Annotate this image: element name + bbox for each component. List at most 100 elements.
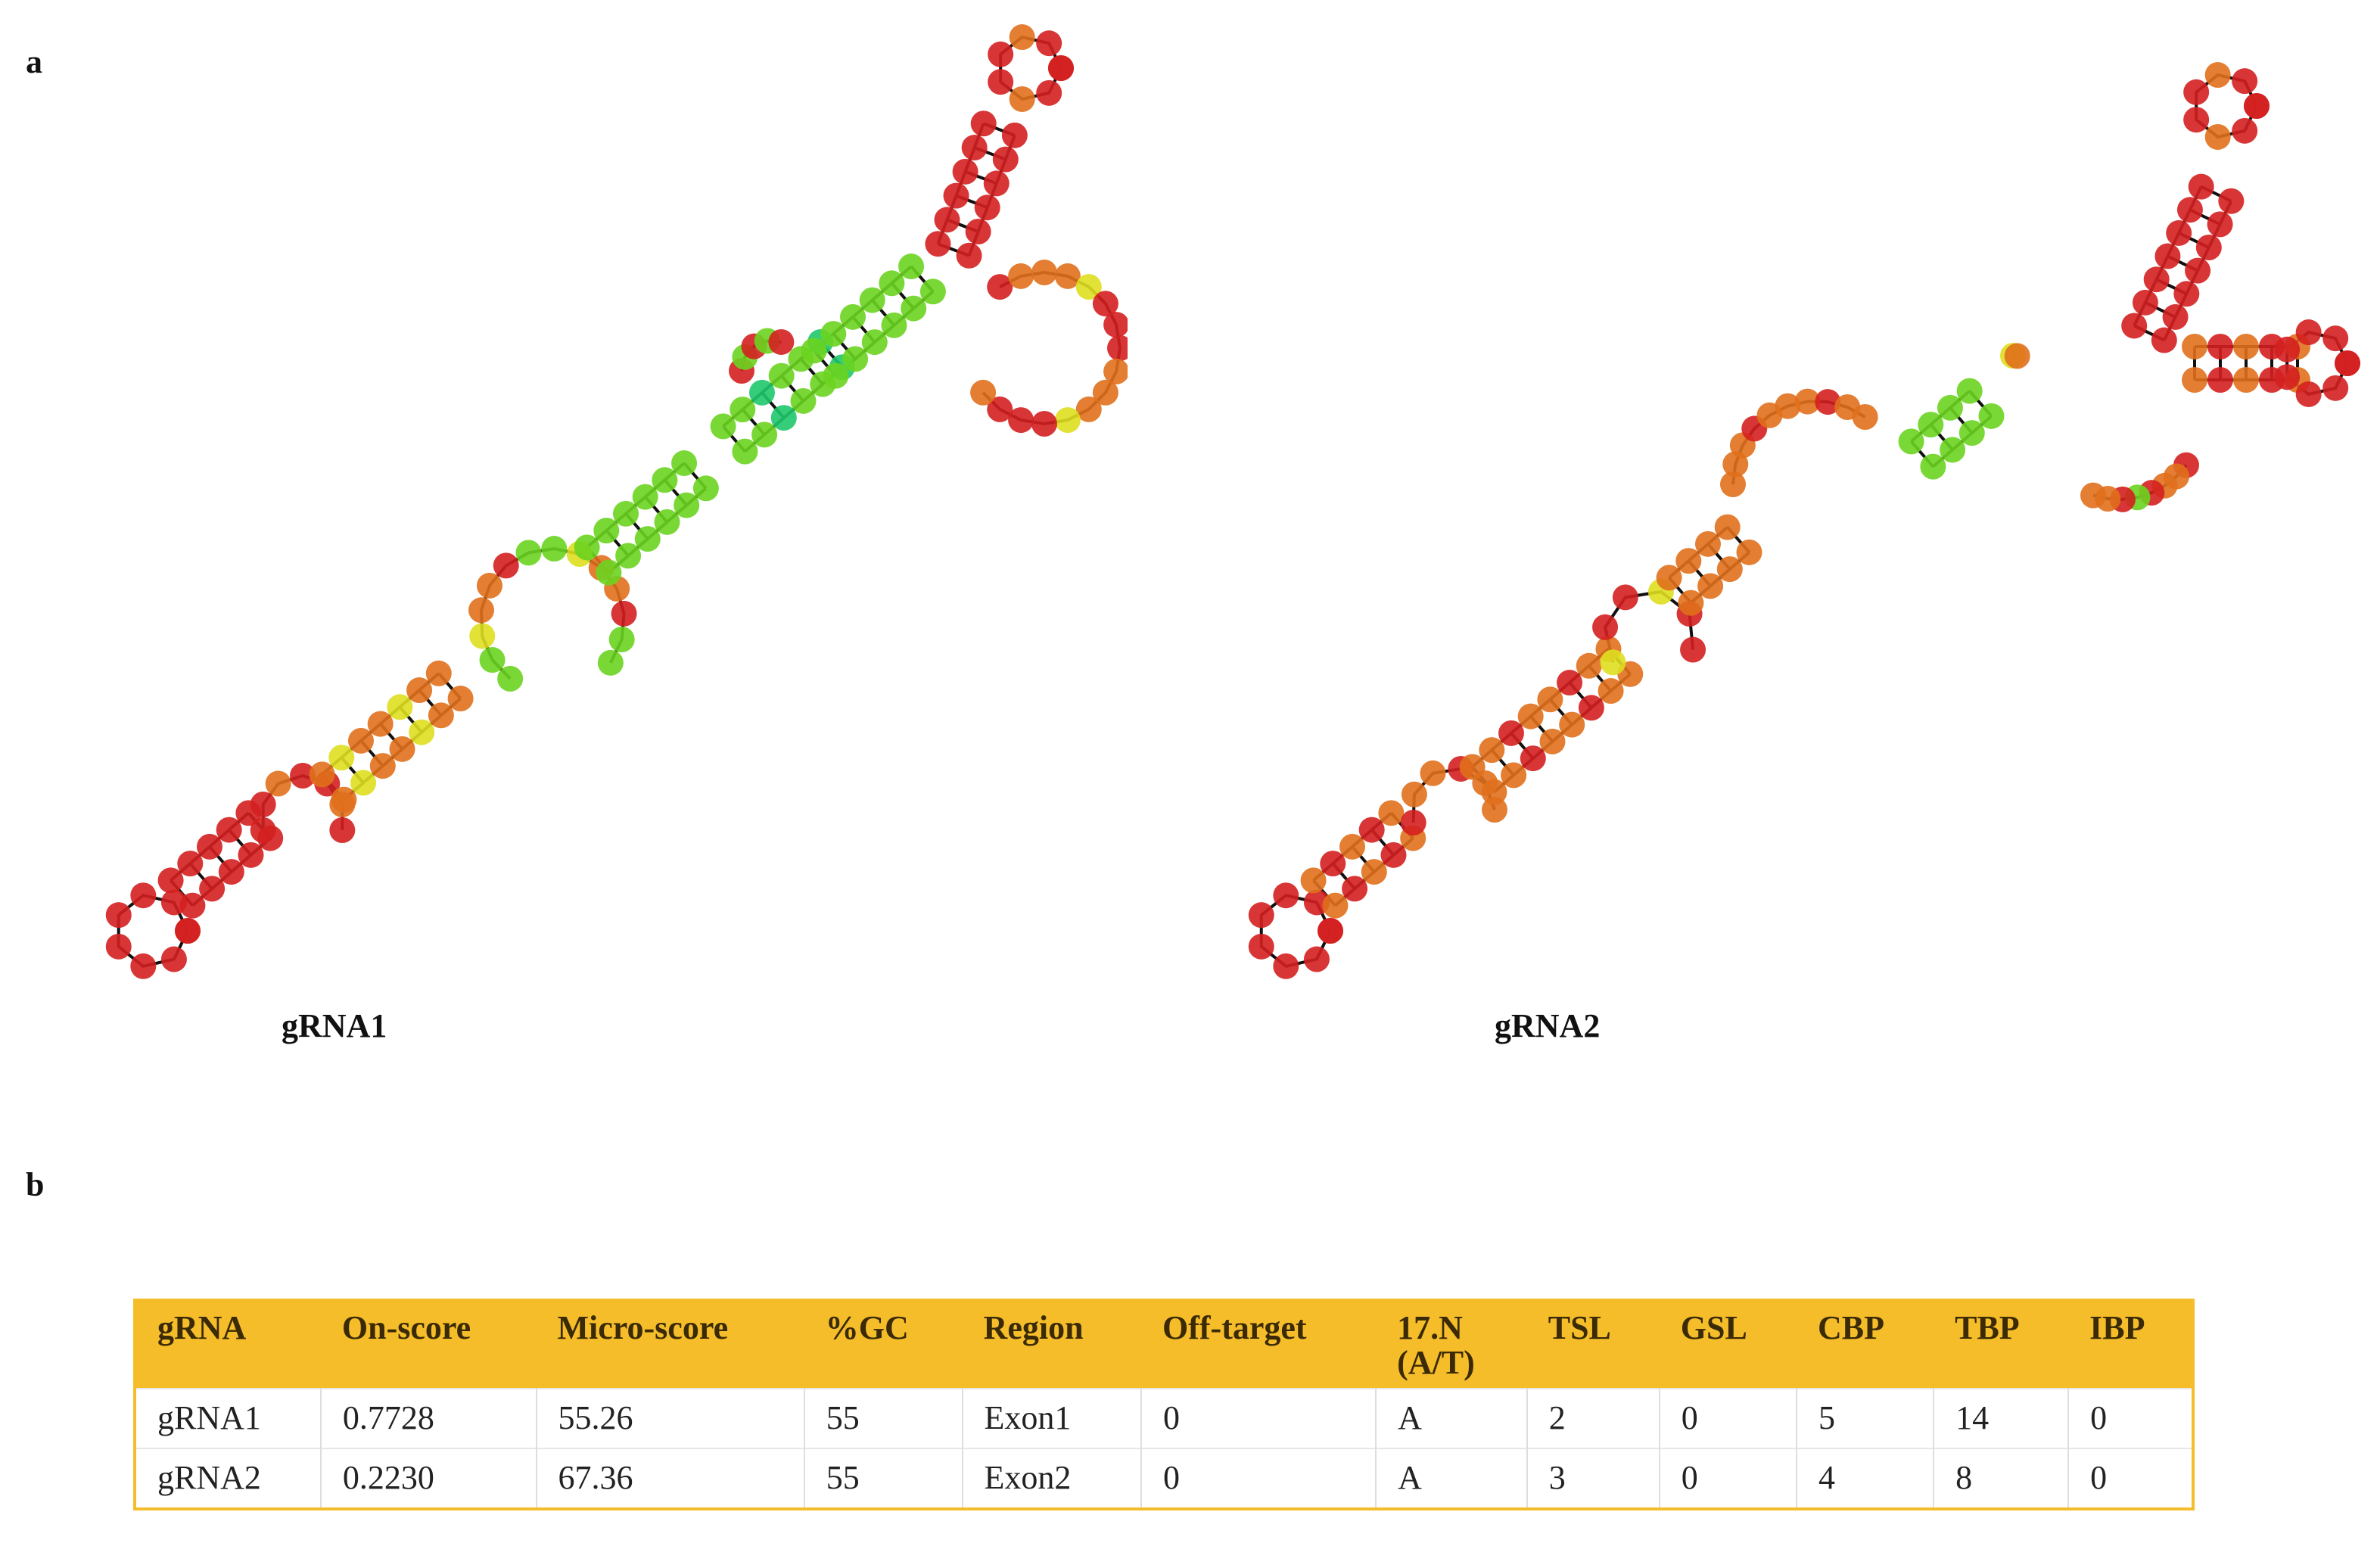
base-dot [2182,367,2207,393]
base-dot [608,626,635,652]
base-dot [409,719,435,745]
base-dot [1920,453,1946,480]
base-dot [1008,407,1034,434]
base-dot [265,770,291,797]
base-dot [615,543,642,569]
base-dot [1537,686,1563,713]
cell: A [1376,1448,1528,1508]
base-dot [1557,670,1583,696]
base-dot [952,158,978,185]
cell: 14 [1934,1388,2070,1449]
base-dot [1501,762,1527,789]
base-dot [1656,565,1682,591]
base-dot [1075,396,1102,422]
cell: 67.36 [536,1448,805,1508]
base-dot [179,892,206,919]
base-dot [861,329,888,356]
base-dot [1322,892,1349,919]
header-tsl: TSL [1526,1302,1660,1389]
base-dot [574,534,600,561]
base-dot [2154,243,2181,269]
base-dot [1300,867,1327,894]
base-dot [2183,79,2210,105]
base-dot [1380,842,1407,868]
base-dot [751,422,778,448]
cell: 4 [1796,1448,1935,1508]
cell: 55.26 [536,1388,805,1449]
base-dot [130,882,157,909]
base-dot [956,242,982,269]
base-dot [820,321,847,347]
base-dot [2233,367,2259,393]
grna2-caption: gRNA2 [1495,1007,1601,1044]
base-dot [199,876,226,902]
base-dot [2132,289,2158,316]
base-dot [1520,745,1546,772]
grna2-bases [1248,62,2360,979]
base-dot [1273,882,1299,909]
base-dot [177,851,204,877]
base-dot [130,953,157,979]
base-dot [105,902,132,929]
base-dot [2207,334,2233,359]
base-dot [801,338,827,364]
header-micro-score: Micro-score [536,1302,804,1389]
base-dot [350,770,377,796]
base-dot [1009,86,1035,112]
base-dot [2173,281,2200,307]
base-dot [842,346,869,372]
base-dot [1815,389,1841,415]
base-dot [919,278,946,305]
base-dot [1517,703,1544,730]
base-dot [1103,312,1128,338]
base-dot [331,786,357,813]
base-dot [1697,573,1724,599]
base-dot [1600,649,1626,676]
cell: 0 [2068,1448,2192,1508]
base-dot [105,933,132,960]
base-dot [329,817,356,843]
base-dot [2244,93,2270,119]
base-dot [652,467,678,493]
base-dot [2335,350,2360,376]
base-dot [2162,303,2189,330]
grna1-caption: gRNA1 [282,1007,387,1044]
cell: 2 [1526,1388,1660,1449]
cell: 5 [1796,1388,1935,1449]
base-dot [1054,407,1081,434]
base-dot [290,763,316,789]
base-dot [654,509,680,535]
base-dot [250,792,276,818]
base-dot [898,254,925,280]
base-dot [1092,291,1118,317]
header-grna: gRNA [136,1302,321,1389]
base-dot [859,287,885,313]
base-dot [1694,530,1721,557]
base-dot [1361,859,1387,885]
base-dot [1940,437,1966,463]
base-dot [925,231,951,257]
base-dot [881,312,907,338]
base-dot [768,362,795,389]
base-dot [634,526,661,552]
base-dot [1048,55,1074,81]
base-dot [428,702,454,729]
base-dot [1103,358,1128,384]
base-dot [2218,188,2245,214]
base-dot [987,396,1013,422]
cell: 3 [1526,1448,1660,1508]
base-dot [988,69,1014,95]
base-dot [218,859,244,885]
base-dot [790,387,817,414]
table-header-row: gRNA On-score Micro-score %GC Region Off… [136,1302,2192,1389]
base-dot [770,405,797,431]
base-dot [1481,779,1507,805]
base-dot [1716,556,1743,583]
base-dot [468,597,494,624]
base-dot [992,146,1019,173]
base-dot [1937,394,1963,421]
base-dot [1009,24,1035,51]
cell: 0 [1141,1448,1377,1508]
base-dot [1576,652,1602,679]
cell: 0.7728 [320,1388,537,1449]
